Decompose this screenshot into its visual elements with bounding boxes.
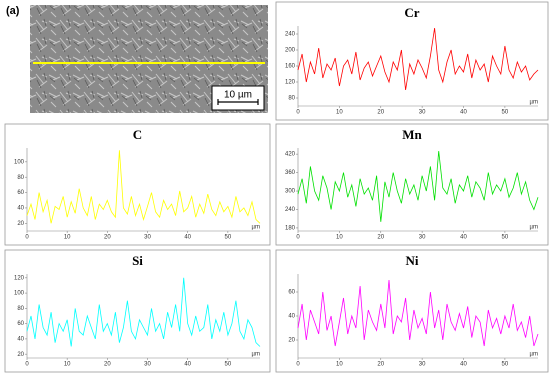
chart-title: C bbox=[133, 127, 142, 142]
y-tick-label: 80 bbox=[17, 175, 24, 181]
panel-border bbox=[275, 123, 549, 246]
y-tick-label: 40 bbox=[288, 314, 295, 320]
y-tick-label: 80 bbox=[288, 96, 295, 102]
y-tick-label: 20 bbox=[288, 338, 295, 344]
y-tick-label: 360 bbox=[285, 170, 296, 176]
x-tick-label: 30 bbox=[419, 110, 426, 116]
y-tick-label: 20 bbox=[17, 221, 24, 227]
x-tick-label: 10 bbox=[64, 362, 71, 368]
y-tick-label: 240 bbox=[285, 207, 296, 213]
panel-border bbox=[4, 123, 271, 246]
panel-border bbox=[4, 249, 271, 373]
x-tick-label: 10 bbox=[336, 362, 343, 368]
x-tick-label: 20 bbox=[104, 235, 111, 241]
x-tick-label: 20 bbox=[104, 362, 111, 368]
x-tick-label: 40 bbox=[460, 235, 467, 241]
x-axis-label: µm bbox=[252, 225, 260, 231]
scale-bar-box bbox=[211, 85, 265, 111]
scale-bar-label: 10 µm bbox=[224, 90, 252, 101]
x-tick-label: 30 bbox=[419, 362, 426, 368]
y-tick-label: 80 bbox=[17, 306, 24, 312]
x-tick-label: 0 bbox=[25, 235, 29, 241]
x-tick-label: 10 bbox=[64, 235, 71, 241]
chart-panel: Si 20 40 60 80 100 120 0 10 20 30 40 50 µm bbox=[4, 249, 271, 373]
x-tick-label: 30 bbox=[144, 235, 151, 241]
data-line bbox=[26, 277, 261, 347]
y-tick-label: 60 bbox=[17, 321, 24, 327]
chart-panel: C 20 40 60 80 100 0 10 20 30 40 50 µm bbox=[4, 123, 271, 246]
y-tick-label: 420 bbox=[285, 152, 296, 158]
x-tick-label: 30 bbox=[144, 362, 151, 368]
y-tick-label: 200 bbox=[285, 48, 296, 54]
y-tick-label: 100 bbox=[14, 291, 25, 297]
y-tick-label: 40 bbox=[17, 336, 24, 342]
x-tick-label: 50 bbox=[225, 235, 232, 241]
y-tick-label: 20 bbox=[17, 352, 24, 358]
y-tick-label: 60 bbox=[288, 290, 295, 296]
panel-border bbox=[275, 249, 549, 373]
y-tick-label: 60 bbox=[17, 190, 24, 196]
chart-panel: Ni 20 40 60 0 10 20 30 40 50 µm bbox=[275, 249, 549, 373]
panel-label: (a) bbox=[6, 5, 20, 17]
chart-title: Si bbox=[132, 253, 143, 268]
micrograph-panel: (a) 10 µm bbox=[6, 5, 268, 113]
x-tick-label: 10 bbox=[336, 110, 343, 116]
data-line bbox=[297, 279, 539, 347]
y-tick-label: 40 bbox=[17, 206, 24, 212]
x-tick-label: 20 bbox=[377, 110, 384, 116]
y-tick-label: 120 bbox=[285, 80, 296, 86]
x-tick-label: 40 bbox=[460, 110, 467, 116]
x-axis-label: µm bbox=[252, 352, 260, 358]
y-tick-label: 100 bbox=[14, 159, 25, 165]
y-tick-label: 180 bbox=[285, 226, 296, 232]
chart-title: Cr bbox=[404, 5, 419, 20]
data-line bbox=[297, 27, 539, 91]
x-tick-label: 10 bbox=[336, 235, 343, 241]
y-tick-label: 160 bbox=[285, 64, 296, 70]
data-line bbox=[297, 151, 539, 222]
x-tick-label: 0 bbox=[296, 110, 300, 116]
y-tick-label: 120 bbox=[14, 275, 25, 281]
x-tick-label: 40 bbox=[184, 235, 191, 241]
x-tick-label: 50 bbox=[225, 362, 232, 368]
x-tick-label: 50 bbox=[502, 110, 509, 116]
data-line bbox=[26, 150, 261, 224]
x-tick-label: 50 bbox=[502, 362, 509, 368]
x-tick-label: 0 bbox=[296, 235, 300, 241]
chart-title: Ni bbox=[406, 253, 419, 268]
x-tick-label: 20 bbox=[377, 362, 384, 368]
y-tick-label: 240 bbox=[285, 32, 296, 38]
chart-panel: Mn 180 240 300 360 420 0 10 20 30 40 50 µm bbox=[275, 123, 549, 246]
x-axis-label: µm bbox=[530, 100, 538, 106]
x-axis-label: µm bbox=[530, 352, 538, 358]
y-tick-label: 300 bbox=[285, 189, 296, 195]
x-axis-label: µm bbox=[530, 225, 538, 231]
chart-title: Mn bbox=[402, 127, 422, 142]
x-tick-label: 40 bbox=[460, 362, 467, 368]
x-tick-label: 40 bbox=[184, 362, 191, 368]
x-tick-label: 50 bbox=[502, 235, 509, 241]
x-tick-label: 20 bbox=[377, 235, 384, 241]
x-tick-label: 30 bbox=[419, 235, 426, 241]
scale-bar bbox=[217, 99, 259, 105]
x-tick-label: 0 bbox=[25, 362, 29, 368]
chart-panel: Cr 80 120 160 200 240 0 10 20 30 40 50 µm bbox=[275, 1, 549, 121]
x-tick-label: 0 bbox=[296, 362, 300, 368]
